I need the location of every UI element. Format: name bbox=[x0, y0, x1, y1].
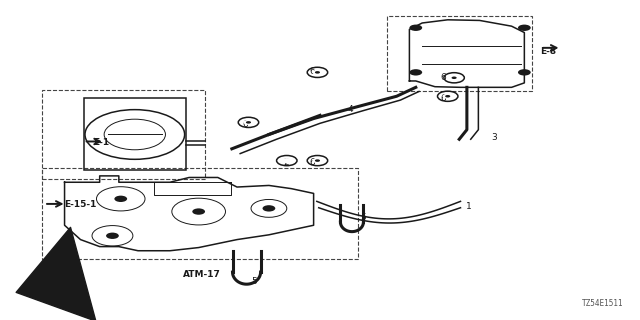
Circle shape bbox=[518, 69, 531, 76]
Text: 6: 6 bbox=[309, 67, 315, 76]
Circle shape bbox=[192, 208, 205, 215]
Bar bbox=[84, 99, 186, 170]
Text: 6: 6 bbox=[440, 94, 446, 103]
Circle shape bbox=[246, 121, 251, 124]
Text: TZ54E1511: TZ54E1511 bbox=[582, 299, 623, 308]
Circle shape bbox=[410, 25, 422, 31]
Text: 6: 6 bbox=[309, 158, 315, 167]
Circle shape bbox=[106, 233, 119, 239]
Text: 2: 2 bbox=[284, 158, 289, 167]
Bar bbox=[42, 90, 205, 179]
Text: E-1: E-1 bbox=[93, 138, 109, 147]
Circle shape bbox=[445, 95, 451, 98]
Text: E-15-1: E-15-1 bbox=[65, 200, 97, 209]
Bar bbox=[387, 16, 532, 91]
Text: 6: 6 bbox=[242, 120, 248, 129]
Text: 1: 1 bbox=[466, 202, 471, 211]
Circle shape bbox=[115, 196, 127, 202]
Text: E-8: E-8 bbox=[540, 47, 556, 56]
Text: 6: 6 bbox=[440, 73, 446, 82]
Circle shape bbox=[443, 94, 453, 99]
Text: 5: 5 bbox=[252, 277, 257, 286]
Circle shape bbox=[410, 69, 422, 76]
Circle shape bbox=[312, 70, 323, 75]
Text: ATM-17: ATM-17 bbox=[182, 270, 221, 279]
Circle shape bbox=[452, 76, 457, 79]
Circle shape bbox=[282, 158, 292, 163]
Circle shape bbox=[315, 159, 320, 162]
Bar bbox=[42, 168, 358, 259]
Circle shape bbox=[262, 205, 275, 212]
Text: 5: 5 bbox=[360, 213, 366, 222]
Circle shape bbox=[243, 120, 253, 125]
Circle shape bbox=[449, 75, 460, 80]
Circle shape bbox=[518, 25, 531, 31]
Text: FR.: FR. bbox=[44, 287, 58, 296]
Text: 3: 3 bbox=[491, 132, 497, 141]
Circle shape bbox=[315, 71, 320, 74]
Text: 4: 4 bbox=[348, 105, 353, 114]
Circle shape bbox=[312, 158, 323, 163]
